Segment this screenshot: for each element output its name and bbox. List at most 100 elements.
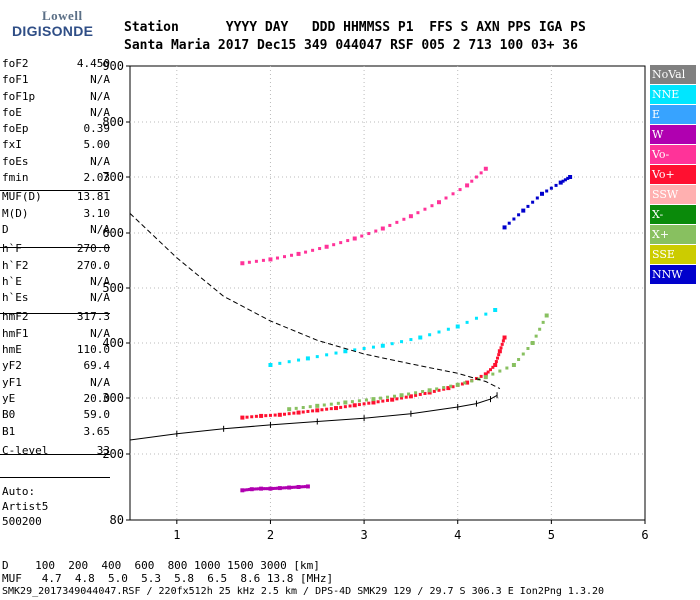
data-point bbox=[346, 239, 350, 243]
param-row: h`F 270.0 bbox=[2, 241, 110, 257]
param-row: hmF1 N/A bbox=[2, 326, 110, 342]
param-value: 270.0 bbox=[76, 258, 110, 272]
data-point bbox=[360, 234, 364, 238]
data-point bbox=[376, 400, 380, 404]
data-point bbox=[483, 166, 488, 171]
data-point bbox=[491, 365, 495, 369]
data-point bbox=[502, 225, 507, 230]
data-point bbox=[451, 192, 455, 196]
data-point bbox=[446, 327, 450, 331]
footer-info: SMK29_2017349044047.RSF / 220fx512h 25 k… bbox=[2, 586, 605, 597]
param-name: h`Es bbox=[2, 291, 29, 305]
separator bbox=[0, 454, 110, 455]
data-point bbox=[561, 179, 565, 183]
data-point bbox=[517, 358, 521, 361]
data-point bbox=[306, 409, 310, 413]
data-point bbox=[290, 485, 294, 489]
param-row: foF1p N/A bbox=[2, 89, 110, 105]
data-point bbox=[254, 259, 258, 263]
data-point bbox=[334, 406, 338, 411]
param-value: 2.03 bbox=[83, 171, 111, 185]
data-point bbox=[566, 176, 570, 180]
data-point bbox=[334, 351, 338, 355]
data-point bbox=[511, 363, 516, 367]
data-point bbox=[301, 410, 305, 414]
param-value: 3.65 bbox=[83, 424, 111, 438]
data-point bbox=[277, 412, 282, 417]
data-point bbox=[367, 232, 371, 236]
data-point bbox=[408, 394, 413, 399]
data-point bbox=[465, 380, 470, 385]
data-point bbox=[418, 335, 423, 340]
param-row: yF2 69.4 bbox=[2, 358, 110, 374]
data-point bbox=[292, 485, 296, 489]
data-point bbox=[554, 183, 558, 187]
data-point bbox=[427, 388, 432, 393]
data-point bbox=[491, 372, 495, 376]
y-tick-label: 80 bbox=[110, 513, 124, 527]
auto-code: 500200 bbox=[2, 515, 42, 528]
data-point bbox=[460, 382, 464, 386]
param-row: foF2 4.450 bbox=[2, 56, 110, 72]
data-point bbox=[259, 413, 264, 418]
param-value: N/A bbox=[90, 222, 110, 236]
data-point bbox=[325, 407, 329, 411]
data-point bbox=[530, 341, 535, 345]
param-value: 0.39 bbox=[83, 122, 111, 136]
param-row: h`Es N/A bbox=[2, 290, 110, 306]
data-point bbox=[266, 487, 270, 491]
data-point bbox=[494, 360, 498, 364]
data-point bbox=[423, 391, 427, 395]
data-point bbox=[568, 175, 573, 179]
data-point bbox=[437, 330, 441, 334]
x-tick-label: 1 bbox=[173, 528, 180, 542]
data-point bbox=[526, 347, 530, 350]
param-name: yF1 bbox=[2, 375, 22, 389]
param-row: M(D) 3.10 bbox=[2, 206, 110, 222]
data-point bbox=[408, 214, 413, 219]
legend-entry: SSW bbox=[650, 185, 696, 204]
data-point bbox=[427, 390, 432, 395]
data-point bbox=[531, 200, 535, 204]
data-point bbox=[470, 179, 474, 183]
data-point bbox=[294, 485, 298, 489]
data-point bbox=[264, 414, 268, 418]
data-point bbox=[444, 196, 448, 200]
legend-entry: Vo- bbox=[650, 145, 696, 164]
separator bbox=[0, 190, 110, 191]
data-point bbox=[428, 333, 432, 337]
data-point bbox=[362, 402, 366, 406]
param-value: N/A bbox=[90, 375, 110, 389]
param-value: N/A bbox=[90, 73, 110, 87]
data-point bbox=[521, 208, 526, 213]
data-point bbox=[350, 400, 354, 404]
data-point bbox=[430, 204, 434, 208]
data-point bbox=[493, 363, 498, 367]
data-point bbox=[268, 363, 273, 367]
param-row: B1 3.65 bbox=[2, 424, 110, 440]
data-point bbox=[283, 412, 286, 416]
param-name: h`F bbox=[2, 242, 22, 256]
data-point bbox=[287, 412, 291, 416]
y-tick-label: 400 bbox=[102, 336, 124, 350]
data-point bbox=[259, 486, 264, 491]
data-point bbox=[273, 486, 277, 490]
param-value: N/A bbox=[90, 274, 110, 288]
param-name: D bbox=[2, 222, 9, 236]
data-point bbox=[507, 221, 511, 225]
data-point bbox=[362, 347, 366, 350]
auto-label: Auto: bbox=[2, 485, 36, 498]
y-tick-label: 500 bbox=[102, 281, 124, 295]
data-point bbox=[247, 260, 251, 264]
y-tick-label: 700 bbox=[102, 170, 124, 184]
data-point bbox=[268, 257, 273, 262]
data-point bbox=[501, 339, 505, 343]
param-value: N/A bbox=[90, 326, 110, 340]
data-point bbox=[364, 398, 368, 402]
y-tick-label: 200 bbox=[102, 447, 124, 461]
plot-frame bbox=[129, 65, 646, 521]
data-point bbox=[287, 360, 291, 364]
data-point bbox=[390, 397, 395, 402]
data-point bbox=[320, 408, 324, 412]
legend: NoVal NNE E W Vo- Vo+ SSW X- X+ SSE NNW bbox=[650, 65, 696, 285]
